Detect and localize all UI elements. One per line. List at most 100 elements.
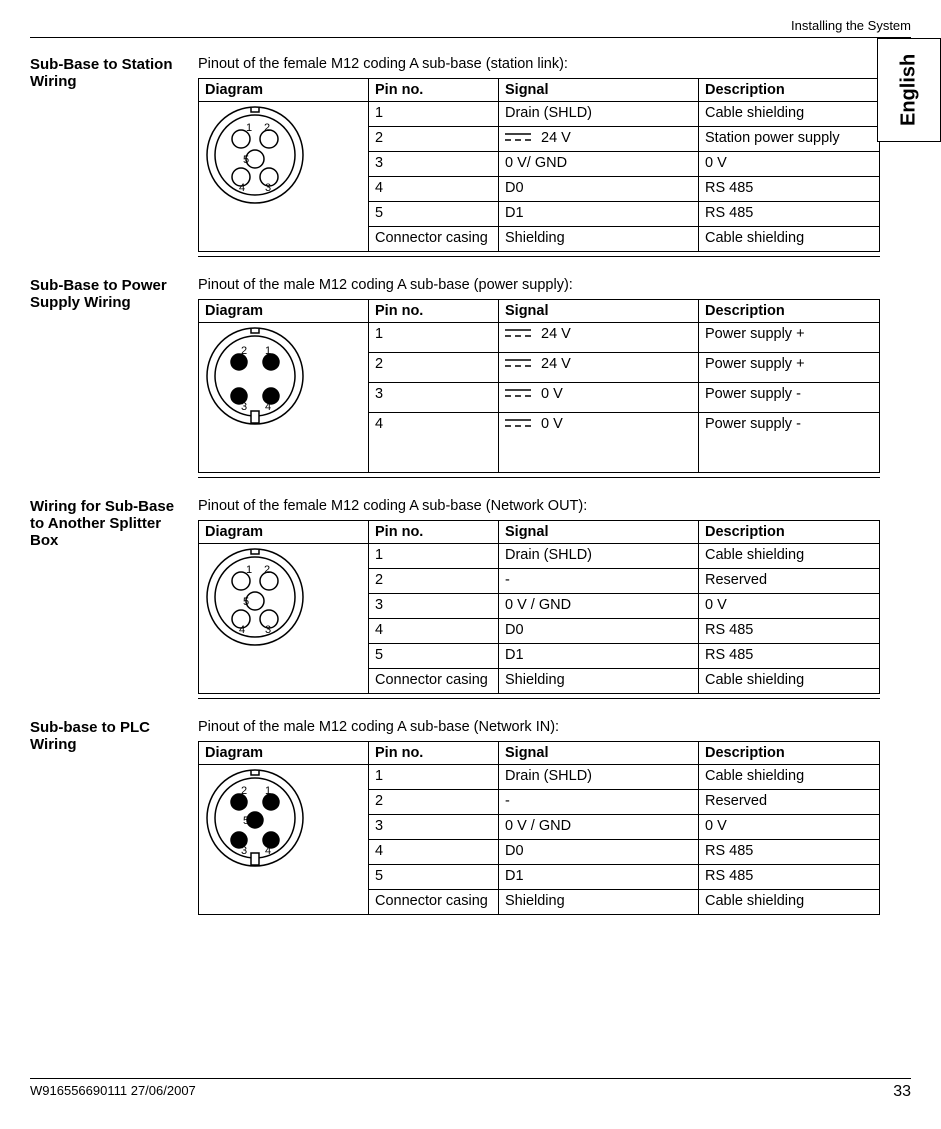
- col-desc-header: Description: [699, 521, 880, 544]
- diagram-cell: 12543: [199, 544, 369, 694]
- col-signal-header: Signal: [499, 521, 699, 544]
- signal-text: 24 V: [541, 130, 571, 146]
- signal-cell: D0: [499, 177, 699, 202]
- desc-cell: RS 485: [699, 202, 880, 227]
- signal-cell: D1: [499, 202, 699, 227]
- col-signal-header: Signal: [499, 742, 699, 765]
- doc-id: W916556690111 27/06/2007: [30, 1083, 196, 1101]
- svg-text:3: 3: [265, 624, 271, 636]
- language-label: English: [898, 54, 921, 126]
- desc-cell: Cable shielding: [699, 890, 880, 915]
- svg-text:3: 3: [241, 845, 247, 857]
- col-diagram-header: Diagram: [199, 521, 369, 544]
- desc-cell: RS 485: [699, 644, 880, 669]
- section-separator: [198, 256, 880, 257]
- signal-cell: 24 V: [499, 126, 699, 151]
- section: Sub-Base to Power Supply Wiring Pinout o…: [30, 277, 880, 478]
- pinout-table: Diagram Pin no. Signal Description 12543…: [198, 520, 880, 694]
- desc-cell: Reserved: [699, 569, 880, 594]
- col-desc-header: Description: [699, 300, 880, 323]
- signal-text: Drain (SHLD): [505, 105, 592, 121]
- col-diagram-header: Diagram: [199, 79, 369, 102]
- pin-cell: 4: [369, 413, 499, 473]
- signal-cell: 0 V: [499, 383, 699, 413]
- section-title: Sub-base to PLC Wiring: [30, 719, 180, 915]
- desc-cell: Station power supply: [699, 126, 880, 151]
- pin-cell: 2: [369, 790, 499, 815]
- section: Sub-base to PLC Wiring Pinout of the mal…: [30, 719, 880, 915]
- section-separator: [198, 698, 880, 699]
- signal-cell: Drain (SHLD): [499, 544, 699, 569]
- pin-cell: Connector casing: [369, 227, 499, 252]
- header-title: Installing the System: [791, 18, 911, 33]
- pin-cell: 2: [369, 569, 499, 594]
- pin-cell: 1: [369, 544, 499, 569]
- diagram-cell: 2134: [199, 323, 369, 473]
- dc-symbol: [505, 386, 531, 402]
- page-number: 33: [893, 1083, 911, 1101]
- col-signal-header: Signal: [499, 79, 699, 102]
- svg-text:3: 3: [265, 182, 271, 194]
- svg-text:5: 5: [243, 815, 249, 827]
- col-desc-header: Description: [699, 742, 880, 765]
- svg-text:4: 4: [239, 624, 245, 636]
- signal-cell: D0: [499, 840, 699, 865]
- signal-text: Drain (SHLD): [505, 768, 592, 784]
- section: Sub-Base to Station Wiring Pinout of the…: [30, 56, 880, 257]
- desc-cell: Power supply +: [699, 323, 880, 353]
- col-pin-header: Pin no.: [369, 79, 499, 102]
- dc-symbol: [505, 416, 531, 432]
- section-body: Pinout of the male M12 coding A sub-base…: [198, 277, 880, 478]
- signal-text: Shielding: [505, 230, 565, 246]
- signal-text: D1: [505, 868, 524, 884]
- signal-cell: -: [499, 569, 699, 594]
- col-diagram-header: Diagram: [199, 300, 369, 323]
- desc-cell: Power supply -: [699, 413, 880, 473]
- signal-cell: 24 V: [499, 323, 699, 353]
- signal-text: -: [505, 572, 510, 588]
- section-title: Wiring for Sub-Base to Another Splitter …: [30, 498, 180, 699]
- col-pin-header: Pin no.: [369, 521, 499, 544]
- pin-cell: 3: [369, 815, 499, 840]
- col-signal-header: Signal: [499, 300, 699, 323]
- pin-cell: 1: [369, 765, 499, 790]
- signal-text: D0: [505, 180, 524, 196]
- pin-cell: 3: [369, 152, 499, 177]
- signal-cell: 24 V: [499, 353, 699, 383]
- desc-cell: Power supply -: [699, 383, 880, 413]
- section-separator: [198, 477, 880, 478]
- signal-cell: Shielding: [499, 227, 699, 252]
- signal-text: D1: [505, 205, 524, 221]
- pin-cell: 4: [369, 840, 499, 865]
- dc-symbol: [505, 356, 531, 372]
- pin-cell: 5: [369, 202, 499, 227]
- svg-text:1: 1: [265, 785, 271, 797]
- col-desc-header: Description: [699, 79, 880, 102]
- signal-text: -: [505, 793, 510, 809]
- section-intro: Pinout of the male M12 coding A sub-base…: [198, 277, 880, 293]
- signal-text: 0 V / GND: [505, 597, 571, 613]
- svg-text:4: 4: [239, 182, 245, 194]
- diagram-cell: 12543: [199, 102, 369, 252]
- signal-cell: D1: [499, 644, 699, 669]
- signal-text: 24 V: [541, 356, 571, 372]
- signal-cell: Drain (SHLD): [499, 765, 699, 790]
- section: Wiring for Sub-Base to Another Splitter …: [30, 498, 880, 699]
- signal-cell: D0: [499, 619, 699, 644]
- pin-cell: 3: [369, 594, 499, 619]
- svg-text:1: 1: [265, 345, 271, 357]
- pin-cell: Connector casing: [369, 890, 499, 915]
- desc-cell: 0 V: [699, 815, 880, 840]
- table-row: 12543 1Drain (SHLD)Cable shielding: [199, 544, 880, 569]
- signal-text: D0: [505, 622, 524, 638]
- signal-text: 0 V / GND: [505, 818, 571, 834]
- svg-text:5: 5: [243, 154, 249, 166]
- svg-text:3: 3: [241, 401, 247, 413]
- desc-cell: RS 485: [699, 177, 880, 202]
- signal-cell: Shielding: [499, 669, 699, 694]
- desc-cell: Cable shielding: [699, 765, 880, 790]
- svg-text:2: 2: [241, 345, 247, 357]
- col-pin-header: Pin no.: [369, 742, 499, 765]
- signal-cell: 0 V / GND: [499, 815, 699, 840]
- svg-text:1: 1: [246, 564, 252, 576]
